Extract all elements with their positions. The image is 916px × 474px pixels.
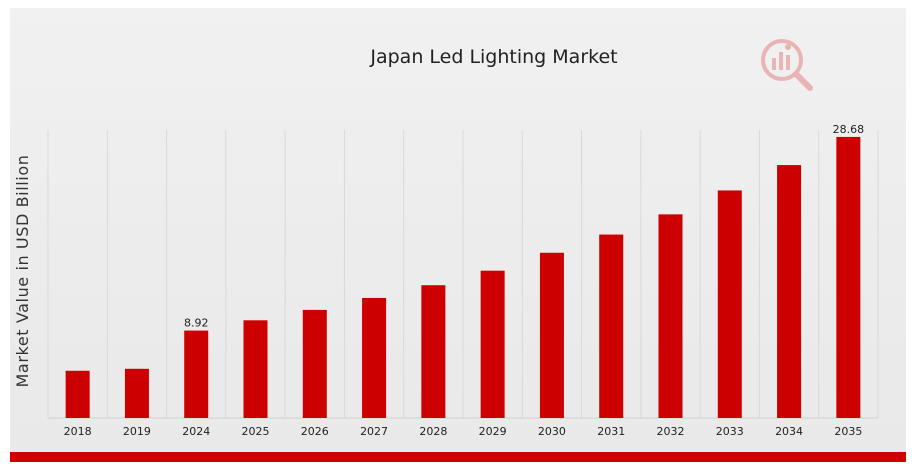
chart-title: Japan Led Lighting Market	[369, 46, 617, 68]
x-tick-label: 2030	[538, 425, 566, 438]
x-tick-label: 2031	[597, 425, 625, 438]
x-tick-label: 2019	[123, 425, 151, 438]
mrfr-logo-icon	[761, 39, 813, 91]
chart-card	[10, 8, 906, 452]
bottom-accent-bar	[10, 452, 906, 462]
x-tick-label: 2033	[716, 425, 744, 438]
bar-2029	[480, 270, 505, 418]
x-tick-label: 2035	[834, 425, 862, 438]
bar-2018	[65, 370, 90, 418]
data-labels: 8.92 28.68	[184, 123, 864, 330]
x-tick-label: 2029	[479, 425, 507, 438]
x-tick-label: 2032	[657, 425, 685, 438]
bar-2026	[302, 309, 327, 418]
data-label: 28.68	[833, 123, 865, 136]
bar-2027	[362, 297, 387, 418]
bar-2019	[124, 368, 149, 418]
x-tick-label: 2025	[242, 425, 270, 438]
x-tick-label: 2024	[182, 425, 210, 438]
bar-2028	[421, 285, 446, 418]
bar-2032	[658, 214, 683, 418]
y-axis-label: Market Value in USD Billion	[13, 155, 32, 388]
bar-2030	[539, 252, 564, 418]
x-tick-label: 2028	[419, 425, 447, 438]
x-tick-label: 2034	[775, 425, 803, 438]
x-tick-label: 2027	[360, 425, 388, 438]
x-tick-label: 2026	[301, 425, 329, 438]
x-tick-labels: 2018 2019 2024 2025 2026 2027 2028 2029 2030 2031…	[64, 425, 863, 438]
data-label: 8.92	[184, 317, 209, 330]
bars	[65, 136, 861, 418]
bar-2033	[717, 190, 742, 418]
bar-2034	[777, 165, 802, 418]
bar-2031	[599, 234, 624, 418]
grid-lines	[47, 130, 879, 418]
bar-2035	[836, 136, 861, 418]
bar-2025	[243, 320, 268, 418]
bar-2024	[184, 330, 209, 418]
x-tick-label: 2018	[64, 425, 92, 438]
